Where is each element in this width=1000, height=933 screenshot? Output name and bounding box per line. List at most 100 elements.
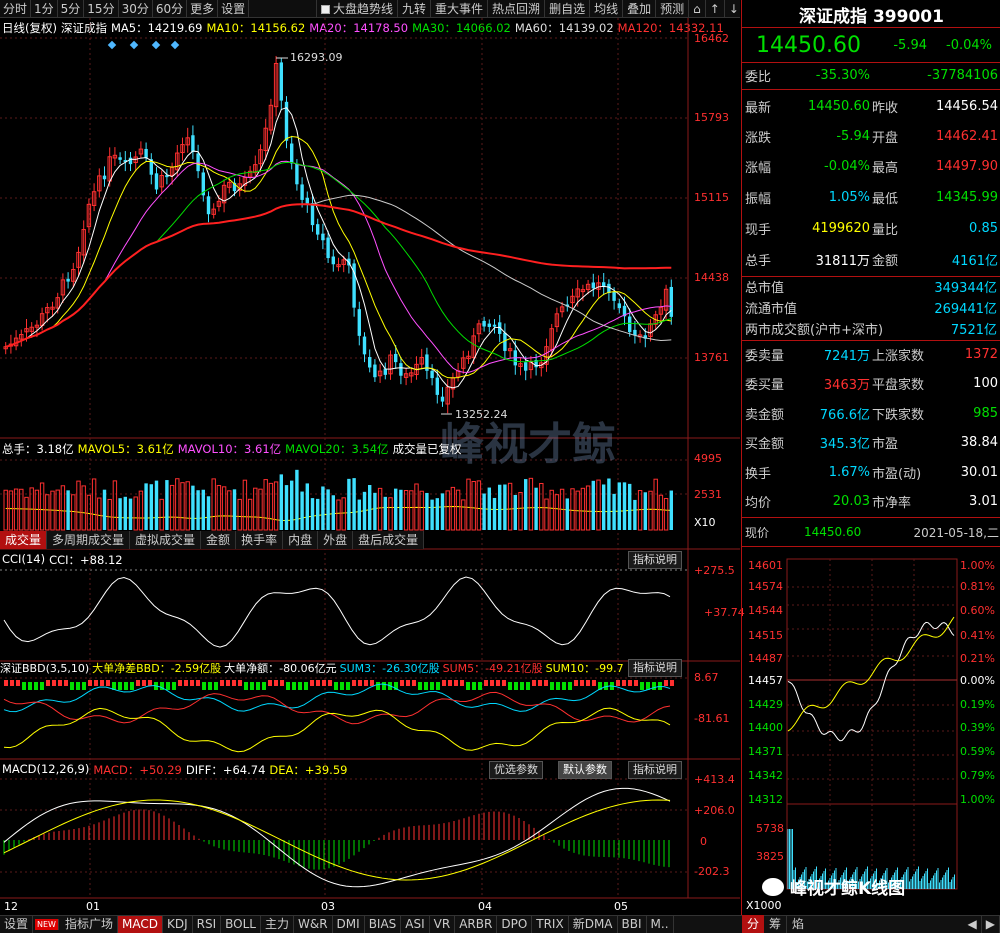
more-button[interactable]: 更多 (187, 0, 219, 18)
remove-watchlist-button[interactable]: 删自选 (544, 0, 589, 18)
tab-amount[interactable]: 金额 (201, 531, 237, 549)
bbd-net-amount: 大单净额：-80.06亿元 (224, 662, 337, 675)
month-label: 12 (4, 900, 18, 913)
quote-value: -5.94 (836, 128, 870, 144)
quote-label: 下跌家数 (872, 407, 925, 423)
tab-inner[interactable]: 内盘 (283, 531, 319, 549)
ma-button[interactable]: 均线 (589, 0, 622, 18)
arrow-down-icon[interactable]: ↓ (723, 0, 743, 18)
tab-trix[interactable]: TRIX (532, 916, 569, 933)
tab-bbi[interactable]: BBI (618, 916, 647, 933)
tab-after-hours[interactable]: 盘后成交量 (353, 531, 425, 549)
event-markers[interactable] (107, 40, 180, 50)
tab-new-dma[interactable]: 新DMA (569, 916, 618, 933)
macd-label: MACD(12,26,9) (2, 762, 90, 776)
tab-dpo[interactable]: DPO (497, 916, 533, 933)
month-label: 03 (321, 900, 335, 913)
settings-tab[interactable]: 设置 (0, 916, 34, 933)
bbd-sum10: SUM10：-99.7 (545, 662, 624, 675)
checkbox-icon[interactable] (321, 5, 330, 14)
ma30-value: MA30：14066.02 (412, 21, 511, 35)
intraday-axis-label: 14487 (748, 652, 783, 665)
tab-rsi[interactable]: RSI (193, 916, 222, 933)
macd-help-button[interactable]: 指标说明 (628, 761, 682, 779)
tab-arbr[interactable]: ARBR (455, 916, 498, 933)
intraday-chart[interactable] (742, 549, 1000, 915)
new-badge: NEW (35, 919, 59, 930)
kline-chart-area[interactable] (0, 18, 740, 916)
intraday-pct-label: 0.21% (960, 652, 995, 665)
quote-label: 市盈(动) (872, 466, 922, 482)
period-tab[interactable]: 60分 (153, 0, 188, 18)
price-change-pct: -0.04% (946, 37, 992, 53)
prev-icon[interactable]: ◀ (964, 916, 982, 933)
next-icon[interactable]: ▶ (982, 916, 1000, 933)
tab-chips[interactable]: 筹 (764, 915, 788, 933)
arrow-up-icon[interactable]: ↑ (704, 0, 724, 18)
intraday-volume-bars (787, 829, 955, 889)
intraday-axis-label: 14574 (748, 580, 783, 593)
quote-value: -0.04% (824, 158, 870, 174)
default-params-button[interactable]: 默认参数 (558, 761, 612, 779)
quote-label: 上涨家数 (872, 348, 925, 364)
quote-value: 100 (973, 375, 998, 391)
month-label: 01 (86, 900, 100, 913)
tab-flame[interactable]: 焰 (792, 917, 805, 931)
tab-kdj[interactable]: KDJ (163, 916, 193, 933)
tab-outer[interactable]: 外盘 (318, 531, 354, 549)
float-cap-label: 流通市值 (745, 301, 798, 317)
volume-note: 成交量已复权 (392, 442, 462, 456)
period-tab[interactable]: 30分 (119, 0, 153, 18)
tab-bias[interactable]: BIAS (365, 916, 402, 933)
tab-multi-volume[interactable]: 多周期成交量 (47, 531, 131, 549)
quote-value: 7241万 (823, 348, 870, 364)
tab-asi[interactable]: ASI (401, 916, 430, 933)
trend-line-toggle[interactable]: 大盘趋势线 (316, 0, 397, 18)
low-price-mark: 13252.24 (455, 408, 508, 421)
ma60-value: MA60：14139.02 (514, 21, 614, 35)
forecast-button[interactable]: 预测 (655, 0, 688, 18)
period-tab[interactable]: 分时 (0, 0, 32, 18)
period-tab[interactable]: 5分 (58, 0, 85, 18)
indicator-square-tab[interactable]: 指标广场 (61, 916, 118, 933)
price-axis-label: 15115 (694, 191, 729, 204)
bbd-help-button[interactable]: 指标说明 (628, 659, 682, 677)
period-tab[interactable]: 1分 (31, 0, 58, 18)
intraday-pct-label: 0.81% (960, 580, 995, 593)
bbd-sum5: SUM5：-49.21亿股 (442, 662, 543, 675)
quote-label: 最高 (872, 160, 899, 176)
home-icon[interactable]: ⌂ (688, 0, 705, 18)
tab-volume[interactable]: 成交量 (0, 531, 48, 549)
overlay-button[interactable]: 叠加 (622, 0, 655, 18)
quote-value: 30.01 (960, 464, 998, 480)
now-price-label: 现价 (745, 525, 770, 540)
settings-button[interactable]: 设置 (218, 0, 250, 18)
tab-virtual-volume[interactable]: 虚拟成交量 (130, 531, 202, 549)
ma120-value: MA120：14332.11 (617, 21, 724, 35)
turnover-label: 两市成交额(沪市+深市) (745, 322, 884, 338)
nine-turn-button[interactable]: 九转 (397, 0, 430, 18)
tab-turnover[interactable]: 换手率 (236, 531, 284, 549)
quote-label: 总手 (745, 253, 772, 269)
hot-review-button[interactable]: 热点回溯 (487, 0, 544, 18)
tab-wr[interactable]: W&R (294, 916, 333, 933)
cci-help-button[interactable]: 指标说明 (628, 551, 682, 569)
quote-value: 1.67% (828, 464, 870, 480)
tab-boll[interactable]: BOLL (221, 916, 261, 933)
tab-more[interactable]: M.. (647, 916, 674, 933)
quote-label: 涨幅 (745, 160, 772, 176)
preferred-params-button[interactable]: 优选参数 (489, 761, 543, 779)
ma20-value: MA20：14178.50 (309, 21, 409, 35)
tab-main-force[interactable]: 主力 (261, 916, 294, 933)
tab-minute[interactable]: 分 (742, 915, 765, 933)
events-button[interactable]: 重大事件 (430, 0, 487, 18)
price-axis-label: 15793 (694, 111, 729, 124)
order-ratio-label: 委比 (745, 69, 772, 85)
quote-label: 平盘家数 (872, 377, 925, 393)
macd-axis-label: +206.0 (694, 804, 735, 817)
tab-macd[interactable]: MACD (117, 916, 163, 933)
tab-vr[interactable]: VR (430, 916, 456, 933)
ma5-value: MA5：14219.69 (110, 21, 203, 35)
tab-dmi[interactable]: DMI (333, 916, 365, 933)
period-tab[interactable]: 15分 (84, 0, 119, 18)
